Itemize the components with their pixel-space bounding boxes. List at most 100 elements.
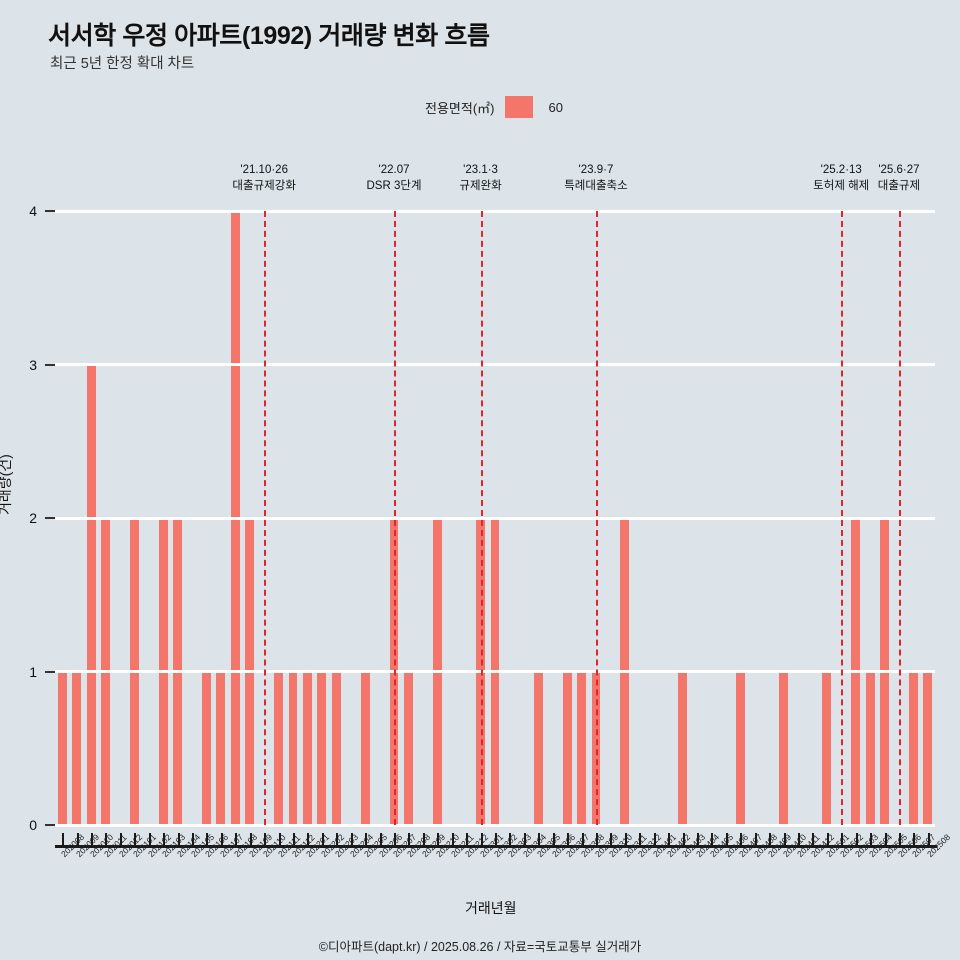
x-tick-mark <box>639 833 642 846</box>
x-tick-mark <box>350 833 353 846</box>
bar <box>403 671 413 825</box>
x-tick-mark <box>668 833 671 846</box>
x-tick-mark <box>927 833 930 846</box>
event-label: '23.9·7 특례대출축소 <box>564 163 627 194</box>
legend-color-swatch <box>504 96 533 118</box>
x-tick-mark <box>365 833 368 846</box>
page-title: 서서학 우정 아파트(1992) 거래량 변화 흐름 <box>48 22 490 50</box>
x-tick-mark <box>321 833 324 846</box>
event-line <box>898 211 901 825</box>
y-tick-mark <box>45 670 55 673</box>
event-date: '23.9·7 <box>578 164 614 176</box>
x-tick-mark <box>725 833 728 846</box>
y-tick-mark <box>45 517 55 519</box>
event-date: '21.10·26 <box>240 164 288 176</box>
x-tick-mark <box>898 833 901 846</box>
bar <box>302 671 312 825</box>
x-tick-mark <box>307 833 310 846</box>
bar <box>216 671 226 825</box>
event-line <box>264 211 267 825</box>
legend-value: 60 <box>548 99 563 115</box>
bar <box>577 671 587 825</box>
gridline <box>55 516 935 520</box>
bar <box>533 671 543 825</box>
x-tick-mark <box>495 833 497 846</box>
x-tick-mark <box>826 833 829 846</box>
y-tick-mark <box>45 210 55 212</box>
event-line <box>394 211 397 825</box>
x-tick-mark <box>754 833 757 846</box>
event-date: '23.1·3 <box>463 164 498 176</box>
bar <box>822 671 832 825</box>
event-date: '22.07 <box>378 164 410 176</box>
x-tick-mark <box>206 833 209 846</box>
gridline <box>55 209 935 213</box>
x-tick-mark <box>62 833 65 846</box>
x-tick-mark <box>394 833 397 846</box>
x-tick-mark <box>76 833 79 846</box>
x-tick-mark <box>192 833 195 846</box>
y-tick-label: 3 <box>29 356 37 373</box>
bar <box>57 671 67 825</box>
bar <box>779 671 788 825</box>
x-tick-mark <box>451 833 454 846</box>
event-label: '25.2·13 토허제 해제 <box>813 163 869 194</box>
x-tick-mark <box>105 833 108 846</box>
x-tick-mark <box>740 833 743 846</box>
x-tick-mark <box>177 833 180 846</box>
event-text: 특례대출축소 <box>564 180 628 192</box>
bar <box>923 671 933 825</box>
x-tick-mark <box>610 833 613 846</box>
y-tick-label: 4 <box>29 203 37 219</box>
x-tick-mark <box>163 833 166 846</box>
gridline <box>55 670 935 673</box>
x-tick-mark <box>595 833 598 846</box>
x-axis-line <box>55 845 937 848</box>
x-tick-mark <box>437 833 440 846</box>
x-tick-mark <box>134 833 137 846</box>
x-tick-mark <box>581 833 584 846</box>
bar <box>288 671 298 825</box>
x-tick-mark <box>119 833 122 846</box>
x-tick-mark <box>552 833 555 846</box>
bar <box>678 671 687 825</box>
y-tick-label: 2 <box>29 510 37 526</box>
x-tick-mark <box>466 833 469 846</box>
x-tick-mark <box>264 833 267 846</box>
legend-label: 전용면적(㎡) <box>425 100 495 116</box>
footer-credit: ©디아파트(dapt.kr) / 2025.08.26 / 자료=국토교통부 실… <box>318 940 642 954</box>
event-line <box>595 211 598 825</box>
chart-legend: 전용면적(㎡) 60 <box>425 96 563 118</box>
event-label: '21.10·26 대출규제강화 <box>232 163 295 194</box>
x-tick-mark <box>711 833 714 846</box>
x-tick-mark <box>769 833 772 846</box>
bar <box>360 671 370 825</box>
bar <box>562 671 572 825</box>
page-subtitle: 최근 5년 한정 확대 차트 <box>50 56 195 72</box>
x-tick-mark <box>509 833 512 846</box>
event-text: DSR 3단계 <box>366 180 422 192</box>
x-tick-mark <box>235 833 238 846</box>
x-tick-mark <box>293 833 296 846</box>
x-tick-mark <box>379 833 382 846</box>
x-tick-mark <box>812 833 815 846</box>
event-text: 대출규제 <box>877 180 921 192</box>
x-tick-mark <box>653 833 656 846</box>
x-tick-mark <box>841 833 844 846</box>
x-tick-mark <box>624 833 627 846</box>
x-tick-mark <box>783 833 786 846</box>
x-tick-mark <box>148 833 151 846</box>
x-tick-mark <box>422 833 425 846</box>
event-label: '22.07 DSR 3단계 <box>367 163 422 194</box>
bar <box>735 671 745 825</box>
x-tick-mark <box>538 833 541 846</box>
event-text: 대출규제강화 <box>232 180 296 192</box>
bar <box>274 671 284 825</box>
event-line <box>841 211 844 825</box>
x-tick-mark <box>884 833 887 846</box>
x-tick-mark <box>913 833 916 846</box>
bar <box>908 671 918 825</box>
x-tick-mark <box>91 833 94 846</box>
x-tick-mark <box>523 833 526 846</box>
